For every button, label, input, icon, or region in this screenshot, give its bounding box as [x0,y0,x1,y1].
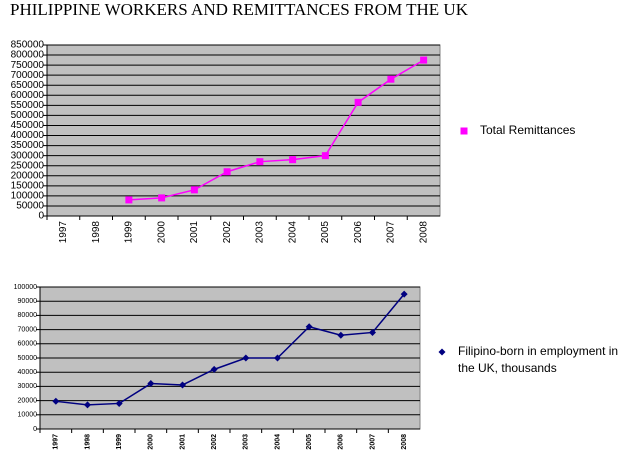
y-tick-label: 60000 [18,341,38,348]
marker [223,168,231,176]
marker [274,354,281,362]
x-tick-label: 2002 [211,434,218,450]
x-tick-label: 1997 [53,434,60,450]
legend-label: Filipino-born in employment in the UK, t… [458,344,619,375]
y-tick-label: 150000 [11,180,45,191]
plot-area [46,44,441,217]
y-tick-label: 400000 [11,130,45,141]
x-tick-label: 2002 [222,221,233,244]
y-tick-label: 10000 [18,412,38,419]
y-tick-label: 100000 [14,284,37,291]
x-tick-label: 1997 [58,221,69,244]
y-tick-label: 750000 [11,60,45,71]
series-line [55,293,405,406]
marker [190,186,198,194]
x-tick-label: 2005 [306,434,313,450]
page-title: PHILIPPINE WORKERS AND REMITTANCES FROM … [10,0,469,19]
marker [147,380,155,388]
y-tick-label: 450000 [11,120,45,131]
x-tick-label: 2004 [287,221,298,244]
x-tick-label: 2006 [353,221,364,244]
marker [84,401,91,409]
y-tick-label: 70000 [18,326,38,333]
x-tick-label: 2000 [156,221,167,244]
y-tick-label: 50000 [16,201,44,212]
y-tick-label: 20000 [18,397,38,404]
x-tick-label: 2007 [386,221,397,244]
x-tick-label: 2003 [243,434,250,450]
marker [438,348,446,356]
x-tick-label: 2001 [189,221,200,244]
y-tick-label: 200000 [11,170,45,181]
y-tick-label: 650000 [11,80,45,91]
x-tick-label: 2003 [255,221,266,244]
y-tick-label: 30000 [18,383,38,390]
x-tick-label: 2006 [338,434,345,450]
y-tick-label: 550000 [11,100,45,111]
y-tick-label: 0 [38,211,44,222]
marker [210,365,218,373]
y-tick-label: 700000 [11,70,45,81]
marker [242,354,250,362]
y-tick-label: 850000 [11,40,45,51]
y-tick-label: 100000 [11,191,45,202]
series-line [128,59,425,201]
marker [158,194,166,202]
x-tick-label: 1999 [124,221,135,244]
x-tick-label: 2004 [274,434,281,450]
legend-label: Total Remittances [480,123,576,137]
x-tick-label: 1998 [91,221,102,244]
x-tick-label: 2007 [369,434,376,450]
x-tick-label: 1999 [116,434,123,450]
marker [115,399,123,407]
marker [179,381,186,389]
y-tick-label: 0 [33,426,37,433]
x-tick-label: 2000 [148,434,155,450]
y-tick-label: 600000 [11,90,45,101]
y-tick-label: 90000 [18,298,38,305]
marker [289,156,297,164]
x-tick-label: 1998 [84,434,91,450]
x-tick-label: 2008 [401,434,408,450]
y-tick-label: 250000 [11,160,45,171]
y-tick-label: 300000 [11,150,45,161]
y-tick-label: 800000 [11,50,45,61]
marker [369,328,376,336]
marker [256,158,264,166]
marker [321,152,329,160]
x-tick-label: 2008 [418,221,429,244]
x-tick-label: 2001 [179,434,186,450]
y-tick-label: 500000 [11,110,45,121]
y-tick-label: 50000 [18,355,38,362]
y-tick-label: 40000 [18,369,38,376]
marker [337,331,345,339]
y-tick-label: 80000 [18,312,38,319]
marker [387,75,395,83]
marker [52,397,60,405]
marker [400,290,408,298]
marker [460,127,468,135]
marker [305,323,313,331]
marker [354,98,362,106]
marker [420,56,428,64]
marker [125,196,133,204]
y-tick-label: 350000 [11,140,45,151]
x-tick-label: 2005 [320,221,331,244]
